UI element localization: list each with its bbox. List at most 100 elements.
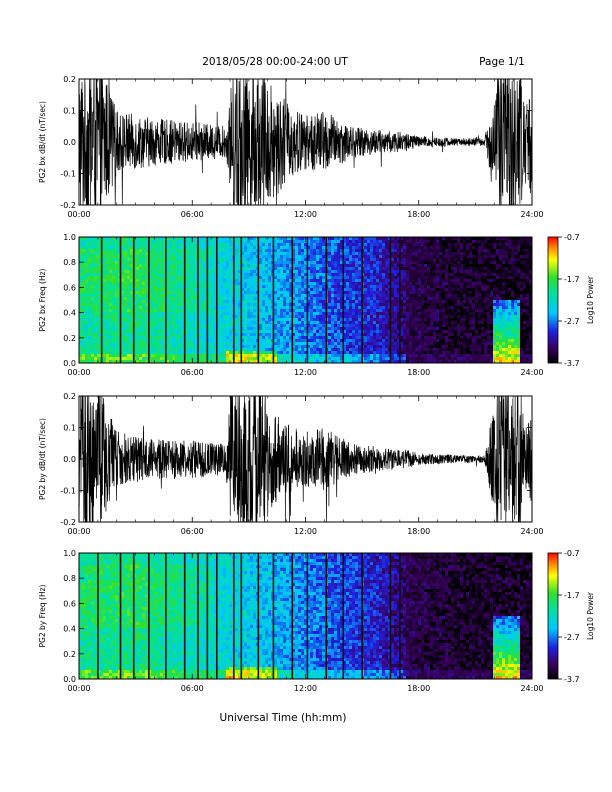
spectrogram-cell xyxy=(154,351,158,355)
spectrogram-cell xyxy=(217,291,221,295)
spectrogram-cell xyxy=(304,258,308,262)
spectrogram-cell xyxy=(337,261,341,265)
spectrogram-cell xyxy=(202,291,206,295)
spectrogram-cell xyxy=(403,279,407,283)
spectrogram-cell xyxy=(190,291,194,295)
spectrogram-cell xyxy=(115,312,119,316)
spectrogram-cell xyxy=(241,330,245,334)
spectrogram-cell xyxy=(157,297,161,301)
spectrogram-cell xyxy=(130,321,134,325)
spectrogram-cell xyxy=(421,309,425,313)
spectrogram-cell xyxy=(283,351,287,355)
spectrogram-cell xyxy=(391,318,395,322)
spectrogram-cell xyxy=(169,279,173,283)
spectrogram-cell xyxy=(97,321,101,325)
spectrogram-cell xyxy=(142,303,146,307)
spectrogram-cell xyxy=(352,324,356,328)
spectrogram-cell xyxy=(208,288,212,292)
spectrogram-cell xyxy=(133,333,137,337)
spectrogram-cell xyxy=(265,270,269,274)
spectrogram-cell xyxy=(169,264,173,268)
spectrogram-cell xyxy=(364,318,368,322)
spectrogram-cell xyxy=(358,264,362,268)
spectrogram-cell xyxy=(385,351,389,355)
spectrogram-cell xyxy=(337,243,341,247)
spectrogram-cell xyxy=(400,333,404,337)
spectrogram-cell xyxy=(343,339,347,343)
spectrogram-cell xyxy=(364,324,368,328)
spectrogram-cell xyxy=(268,237,272,241)
spectrogram-cell xyxy=(265,324,269,328)
spectrogram-cell xyxy=(265,315,269,319)
spectrogram-cell xyxy=(319,279,323,283)
spectrogram-cell xyxy=(304,312,308,316)
spectrogram-cell xyxy=(376,309,380,313)
spectrogram-cell xyxy=(400,288,404,292)
spectrogram-cell xyxy=(106,342,110,346)
spectrogram-cell xyxy=(220,240,224,244)
spectrogram-cell xyxy=(139,348,143,352)
spectrogram-cell xyxy=(169,258,173,262)
spectrogram-cell xyxy=(241,321,245,325)
spectrogram-cell xyxy=(349,333,353,337)
spectrogram-cell xyxy=(118,357,122,361)
spectrogram-cell xyxy=(382,312,386,316)
spectrogram-cell xyxy=(220,264,224,268)
spectrogram-cell xyxy=(331,276,335,280)
spectrogram-cell xyxy=(124,243,128,247)
spectrogram-cell xyxy=(262,351,266,355)
spectrogram-cell xyxy=(178,249,182,253)
spectrogram-cell xyxy=(280,243,284,247)
spectrogram-cell xyxy=(154,312,158,316)
spectrogram-cell xyxy=(124,321,128,325)
spectrogram-cell xyxy=(178,297,182,301)
spectrogram-cell xyxy=(328,315,332,319)
spectrogram-cell xyxy=(358,258,362,262)
spectrogram-cell xyxy=(376,330,380,334)
spectrogram-cell xyxy=(316,306,320,310)
spectrogram-cell xyxy=(214,252,218,256)
spectrogram-cell xyxy=(91,357,95,361)
spectrogram-cell xyxy=(115,288,119,292)
spectrogram-cell xyxy=(322,291,326,295)
spectrogram-cell xyxy=(250,321,254,325)
spectrogram-cell xyxy=(244,270,248,274)
spectrogram-cell xyxy=(304,321,308,325)
spectrogram-cell xyxy=(94,237,98,241)
spectrogram-cell xyxy=(157,264,161,268)
spectrogram-cell xyxy=(352,309,356,313)
spectrogram-cell xyxy=(295,252,299,256)
spectrogram-cell xyxy=(289,360,293,364)
spectrogram-cell xyxy=(295,336,299,340)
spectrogram-cell xyxy=(346,252,350,256)
spectrogram-cell xyxy=(379,348,383,352)
spectrogram-cell xyxy=(310,324,314,328)
spectrogram-cell xyxy=(91,243,95,247)
spectrogram-cell xyxy=(343,360,347,364)
spectrogram-cell xyxy=(286,360,290,364)
spectrogram-cell xyxy=(331,345,335,349)
spectrogram-cell xyxy=(322,300,326,304)
spectrogram-cell xyxy=(229,249,233,253)
spectrogram-cell xyxy=(187,252,191,256)
spectrogram-cell xyxy=(223,312,227,316)
spectrogram-cell xyxy=(82,351,86,355)
spectrogram-cell xyxy=(283,336,287,340)
spectrogram-cell xyxy=(304,351,308,355)
spectrogram-cell xyxy=(106,333,110,337)
spectrogram-cell xyxy=(265,357,269,361)
spectrogram-cell xyxy=(133,357,137,361)
spectrogram-cell xyxy=(148,309,152,313)
spectrogram-cell xyxy=(400,255,404,259)
spectrogram-cell xyxy=(373,318,377,322)
spectrogram-cell xyxy=(367,285,371,289)
spectrogram-cell xyxy=(151,282,155,286)
spectrogram-cell xyxy=(202,240,206,244)
spectrogram-cell xyxy=(400,300,404,304)
spectrogram-cell xyxy=(262,303,266,307)
spectrogram-cell xyxy=(370,312,374,316)
spectrogram-cell xyxy=(277,285,281,289)
dbdt-trace xyxy=(78,77,533,206)
spectrogram-cell xyxy=(253,315,257,319)
spectrogram-cell xyxy=(238,240,242,244)
